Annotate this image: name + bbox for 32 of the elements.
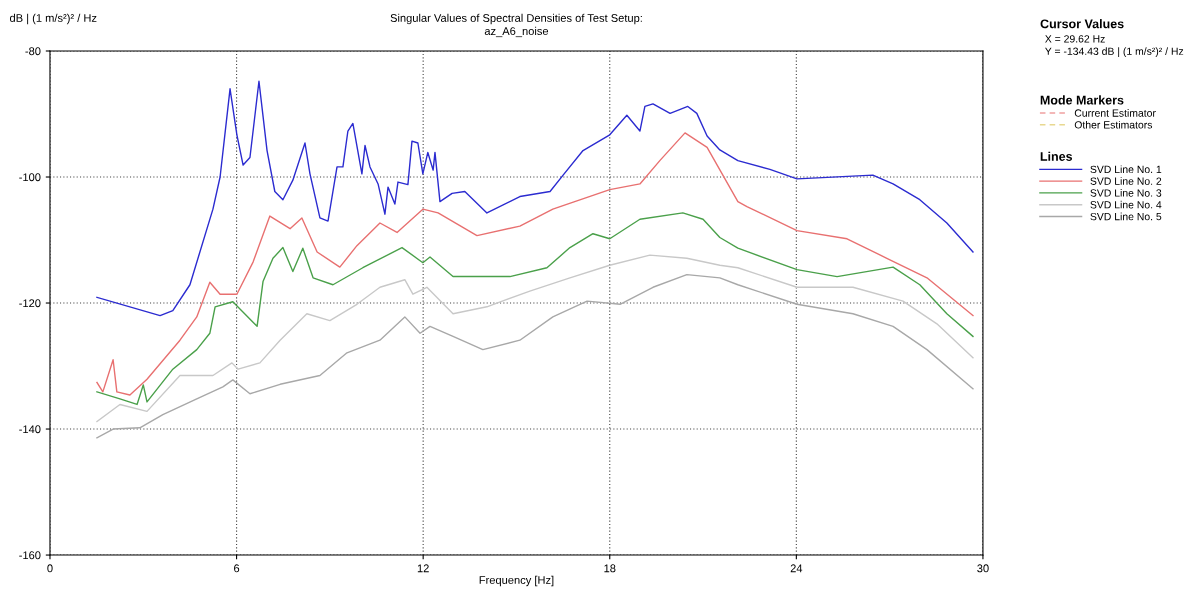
- line-series: [96, 132, 974, 396]
- line-series: [96, 212, 974, 406]
- x-tick-label: 30: [977, 564, 989, 573]
- legend-label: SVD Line No. 1: [1090, 165, 1162, 174]
- legend-label: Current Estimator: [1074, 109, 1156, 117]
- y-tick-label: -120: [19, 299, 41, 308]
- line-series: [96, 273, 974, 439]
- chart-subtitle: az_A6_noise: [484, 26, 549, 38]
- legend-label: SVD Line No. 2: [1090, 177, 1162, 185]
- y-tick-label: -160: [19, 551, 41, 560]
- x-tick-label: 0: [47, 564, 53, 573]
- text: X = 29.62 Hz: [1045, 35, 1105, 43]
- chart-title: Singular Values of Spectral Densities of Test Setup:: [390, 13, 642, 25]
- text: Mode Markers: [1040, 95, 1124, 105]
- legend-label: SVD Line No. 3: [1090, 189, 1162, 197]
- x-axis-title: Frequency [Hz]: [479, 575, 554, 587]
- text: Cursor Values: [1040, 19, 1124, 29]
- line-series: [96, 254, 974, 423]
- x-tick-label: 24: [790, 564, 803, 573]
- legend-label: Other Estimators: [1074, 120, 1153, 129]
- line-series: [96, 80, 974, 317]
- text: Y = -134.43 dB | (1 m/s²)² / Hz: [1045, 47, 1184, 58]
- y-tick-label: -100: [19, 173, 41, 182]
- x-tick-label: 18: [604, 564, 616, 573]
- y-axis-title: dB | (1 m/s²)² / Hz: [9, 13, 97, 25]
- legend-label: SVD Line No. 4: [1090, 200, 1162, 209]
- legend-label: SVD Line No. 5: [1090, 212, 1162, 221]
- x-tick-label: 6: [234, 564, 240, 573]
- legend-title: Lines: [1040, 151, 1073, 161]
- x-tick-label: 12: [417, 564, 429, 573]
- y-tick-label: -140: [19, 425, 41, 434]
- y-tick-label: -80: [25, 47, 41, 56]
